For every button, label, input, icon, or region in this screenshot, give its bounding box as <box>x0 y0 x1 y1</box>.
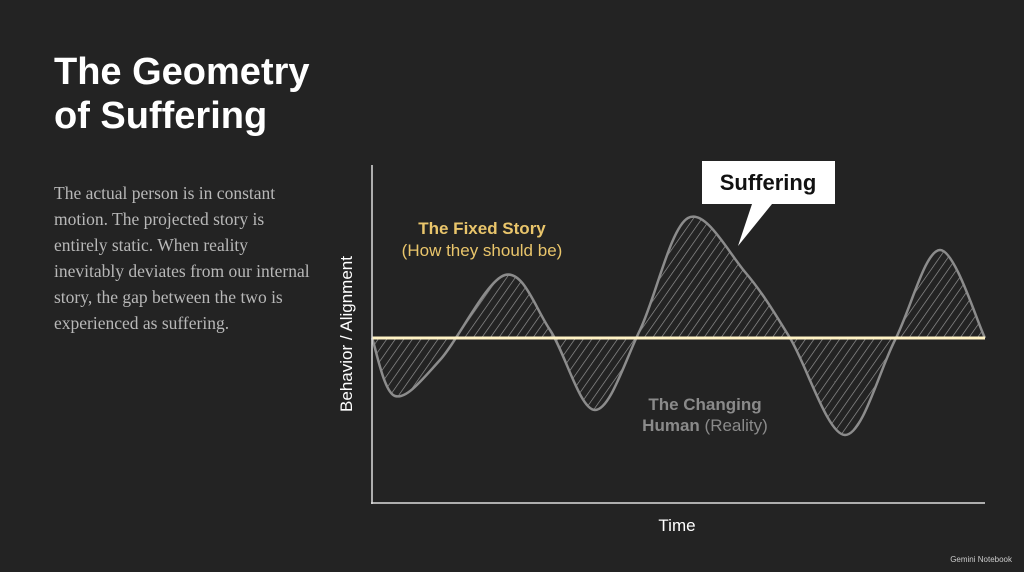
fixed-story-note: (How they should be) <box>402 241 563 260</box>
slide-title: The Geometry of Suffering <box>54 50 310 138</box>
changing-note: (Reality) <box>704 416 768 435</box>
callout-bubble <box>702 161 835 246</box>
changing-label: The Changing Human <box>642 395 762 435</box>
gap-hatch <box>372 216 985 436</box>
x-axis-label: Time <box>658 516 695 535</box>
body-text: The actual person is in constant motion.… <box>54 183 310 333</box>
changing-human-label: The Changing Human (Reality) <box>630 394 780 436</box>
y-axis-label: Behavior / Alignment <box>337 256 356 412</box>
watermark: Gemini Notebook <box>950 555 1012 564</box>
fixed-story-label: The Fixed Story <box>418 219 546 238</box>
title-line: of Suffering <box>54 95 268 137</box>
callout-text: Suffering <box>720 170 817 195</box>
title-line: The Geometry <box>54 51 310 93</box>
